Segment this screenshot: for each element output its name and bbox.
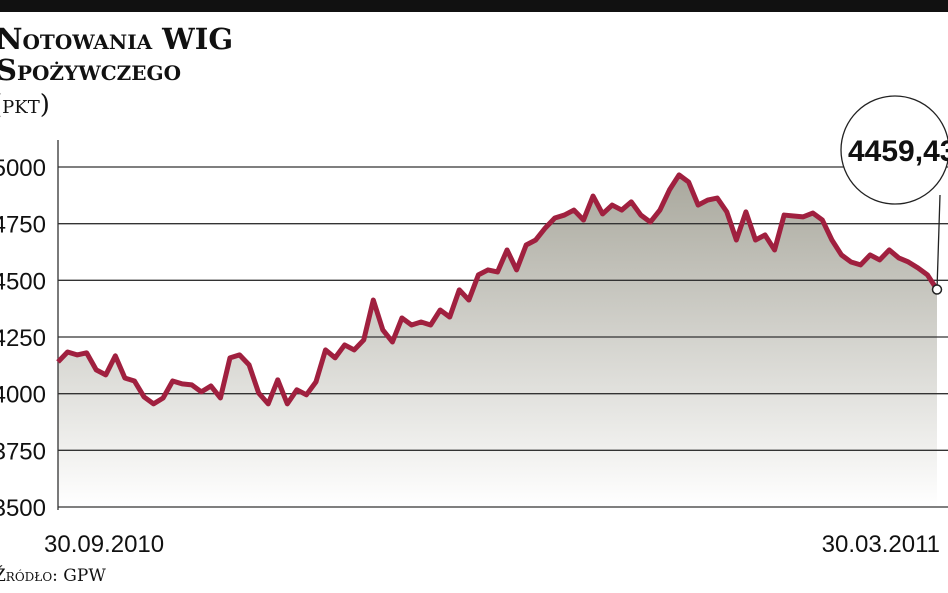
- y-tick-label: 4500: [0, 268, 46, 295]
- callout-circle: [840, 95, 948, 205]
- point: [931, 284, 943, 295]
- x-tick-label: 30.09.2010: [44, 531, 164, 558]
- y-tick-label: 3750: [0, 438, 46, 465]
- y-tick-label: 3500: [0, 495, 46, 522]
- x-tick-label: 30.03.2011: [822, 531, 940, 558]
- y-tick-label: 4000: [0, 382, 46, 409]
- callout-line: [936, 194, 941, 290]
- line: [56, 172, 940, 407]
- y-tick-label: 4750: [0, 212, 46, 239]
- source: Źródło: GPW: [0, 566, 106, 586]
- top-bar: [0, 0, 948, 12]
- chart-subtitle: (pkt): [0, 90, 50, 120]
- chart-title: Notowania WIG Spożywczego: [0, 22, 234, 87]
- area-fill: [58, 174, 937, 507]
- value-label: 4459,43: [848, 135, 948, 168]
- y-tick-label: 4250: [0, 325, 46, 352]
